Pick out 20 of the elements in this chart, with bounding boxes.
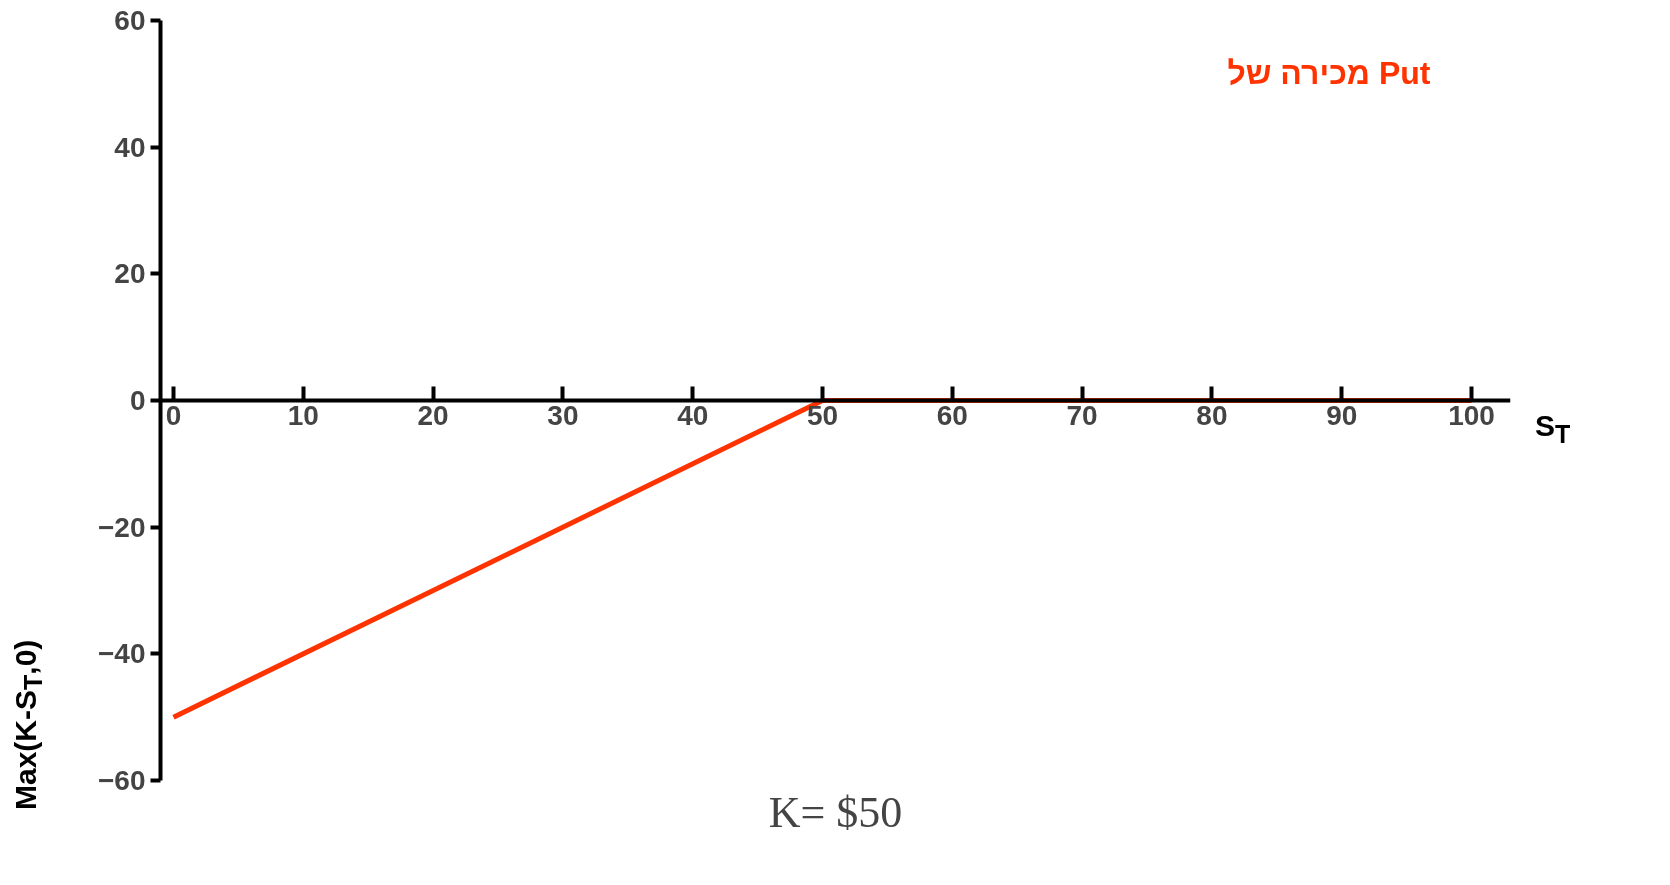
x-tick-label: 70 [1066,399,1098,431]
x-tick-label: 100 [1448,399,1495,431]
x-tick-label: 30 [547,399,579,431]
x-tick-label: 40 [677,399,709,431]
x-tick-label: 90 [1326,399,1358,431]
y-tick-label: 20 [114,258,146,290]
x-tick-label: 10 [287,399,319,431]
y-tick-label: 40 [114,131,146,163]
y-tick-label: 60 [114,5,146,36]
y-tick-label: −40 [98,638,146,670]
text: מכירה של Put [1227,54,1431,91]
x-tick-label: 60 [936,399,968,431]
x-tick-label: 0 [165,399,182,431]
y-tick-label: −20 [98,511,146,543]
y-tick-label: −60 [98,765,146,796]
x-tick-label: 20 [417,399,449,431]
x-tick-label: 80 [1196,399,1228,431]
x-axis-title: S$_{T}$ [1535,408,1571,450]
text: K= $50 [768,787,903,837]
x-tick-label: 50 [806,399,839,431]
